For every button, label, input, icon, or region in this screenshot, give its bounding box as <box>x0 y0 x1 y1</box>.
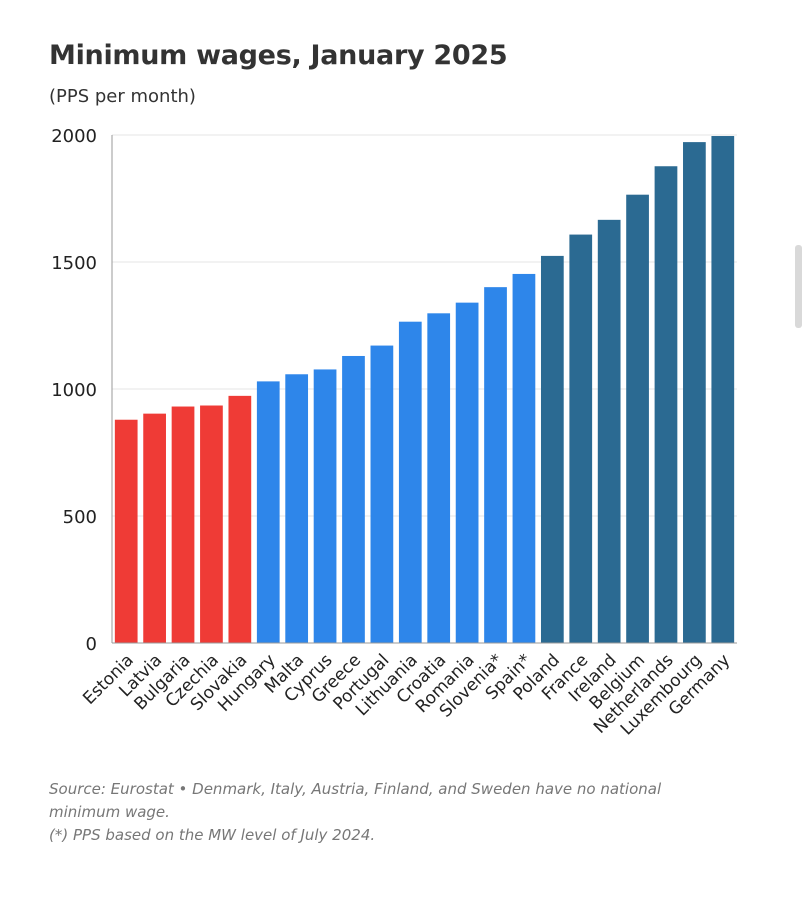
chart-subtitle: (PPS per month) <box>49 86 196 107</box>
footnote-source: Source: Eurostat • Denmark, Italy, Austr… <box>49 780 662 798</box>
footnote: Source: Eurostat • Denmark, Italy, Austr… <box>49 778 689 847</box>
bar <box>484 287 507 643</box>
bar <box>200 405 223 643</box>
bar <box>342 355 365 643</box>
footnote-pps-note: (*) PPS based on the MW level of July 20… <box>49 826 376 844</box>
bar <box>370 345 394 643</box>
bar <box>114 419 138 643</box>
bar <box>143 413 166 643</box>
bar <box>313 369 337 643</box>
bar <box>512 273 536 643</box>
y-tick-label: 500 <box>63 507 97 528</box>
footnote-source-cont: minimum wage. <box>49 803 170 821</box>
bar <box>540 255 564 643</box>
chart-title: Minimum wages, January 2025 <box>49 40 508 71</box>
y-tick-label: 1000 <box>51 380 97 401</box>
bar <box>285 374 309 643</box>
bar <box>171 406 195 643</box>
bar <box>569 234 593 643</box>
bar <box>455 302 479 643</box>
bar <box>228 395 252 643</box>
y-tick-label: 1500 <box>51 253 97 274</box>
bar <box>597 219 621 643</box>
bar <box>626 194 649 643</box>
bar <box>711 136 735 643</box>
bar-chart: 0500100015002000EstoniaLatviaBulgariaCze… <box>51 126 737 739</box>
scrollbar-thumb[interactable] <box>795 245 802 328</box>
bar <box>683 142 706 644</box>
y-tick-label: 2000 <box>51 126 97 147</box>
y-tick-label: 0 <box>86 634 97 655</box>
bar <box>654 166 678 644</box>
bar <box>427 313 451 643</box>
bar <box>398 321 422 643</box>
bar <box>256 381 280 643</box>
